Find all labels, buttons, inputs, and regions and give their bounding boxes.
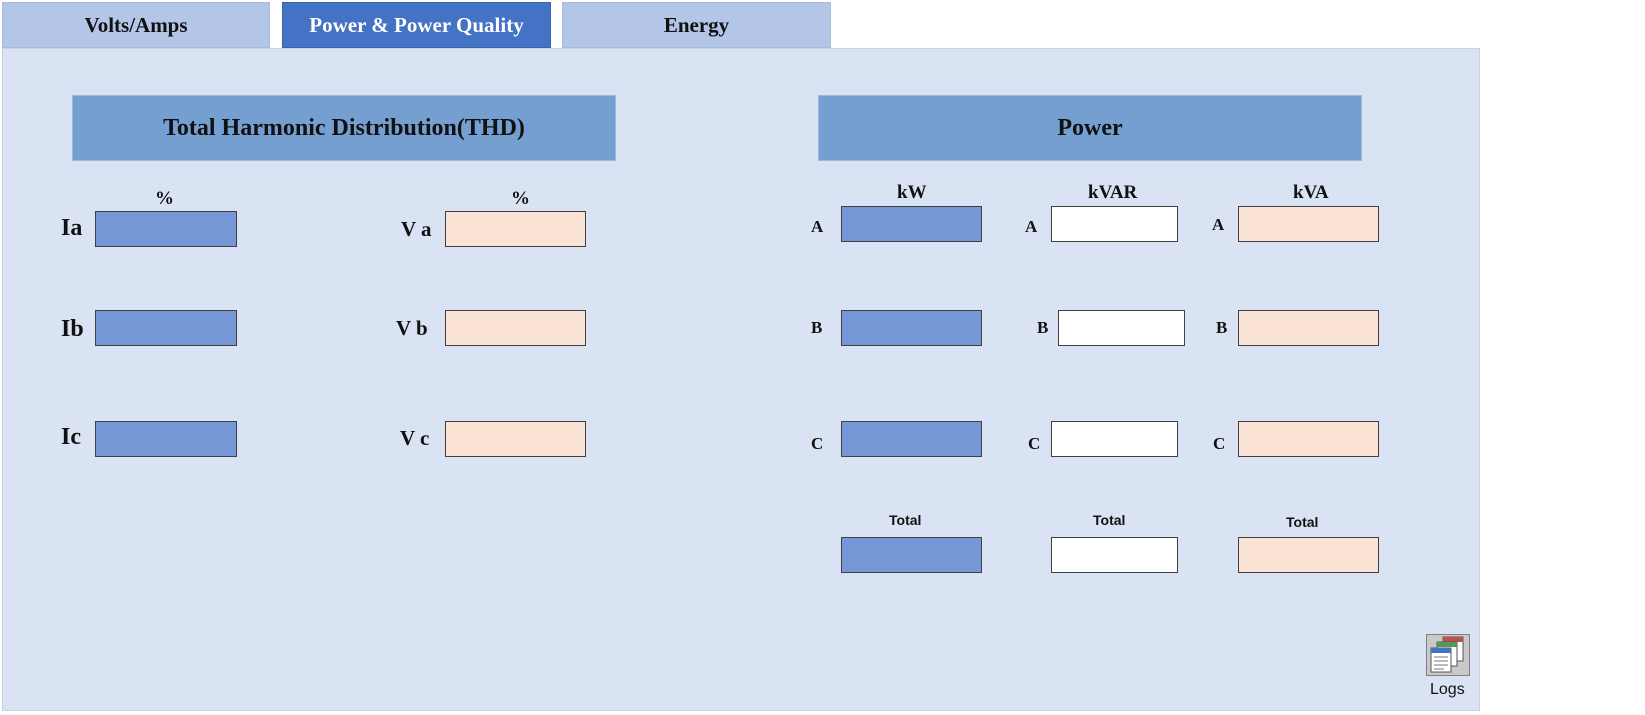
thd-voltage-unit: % xyxy=(511,188,530,209)
logs-label: Logs xyxy=(1430,681,1465,698)
label-va: V a xyxy=(401,217,432,241)
kvar-label-c: C xyxy=(1028,434,1041,453)
kw-a-field xyxy=(841,206,982,242)
kvar-c-field xyxy=(1051,421,1178,457)
col-kvar: kVAR xyxy=(1088,182,1138,203)
thd-ib-field xyxy=(95,310,237,346)
tab-volts-amps[interactable]: Volts/Amps xyxy=(2,2,270,48)
thd-ic-field xyxy=(95,421,237,457)
label-ib: Ib xyxy=(61,316,84,342)
kw-label-a: A xyxy=(811,217,824,236)
documents-icon xyxy=(1430,636,1464,673)
kvar-total-label: Total xyxy=(1093,512,1126,528)
label-vb: V b xyxy=(396,316,428,340)
tab-energy[interactable]: Energy xyxy=(562,2,831,48)
label-vc: V c xyxy=(400,426,430,450)
kva-label-c: C xyxy=(1213,434,1226,453)
thd-header: Total Harmonic Distribution(THD) xyxy=(72,95,616,161)
kw-total-field xyxy=(841,537,982,573)
col-kva: kVA xyxy=(1293,182,1329,203)
kvar-b-field xyxy=(1058,310,1185,346)
thd-current-unit: % xyxy=(155,188,174,209)
kvar-total-field xyxy=(1051,537,1178,573)
tab-power-quality[interactable]: Power & Power Quality xyxy=(282,2,551,48)
logs-icon[interactable] xyxy=(1426,634,1470,676)
label-ia: Ia xyxy=(61,215,83,241)
power-header: Power xyxy=(818,95,1362,161)
kva-c-field xyxy=(1238,421,1379,457)
kva-total-label: Total xyxy=(1286,514,1319,530)
kw-b-field xyxy=(841,310,982,346)
kw-total-label: Total xyxy=(889,512,922,528)
thd-va-field xyxy=(445,211,586,247)
thd-vb-field xyxy=(445,310,586,346)
kvar-a-field xyxy=(1051,206,1178,242)
thd-vc-field xyxy=(445,421,586,457)
col-kw: kW xyxy=(897,182,927,203)
label-ic: Ic xyxy=(61,424,81,450)
kw-c-field xyxy=(841,421,982,457)
kw-label-b: B xyxy=(811,318,823,337)
kva-label-a: A xyxy=(1212,215,1225,234)
kva-total-field xyxy=(1238,537,1379,573)
kva-a-field xyxy=(1238,206,1379,242)
kva-b-field xyxy=(1238,310,1379,346)
kvar-label-b: B xyxy=(1037,318,1049,337)
kvar-label-a: A xyxy=(1025,217,1038,236)
kw-label-c: C xyxy=(811,434,824,453)
thd-ia-field xyxy=(95,211,237,247)
kva-label-b: B xyxy=(1216,318,1228,337)
